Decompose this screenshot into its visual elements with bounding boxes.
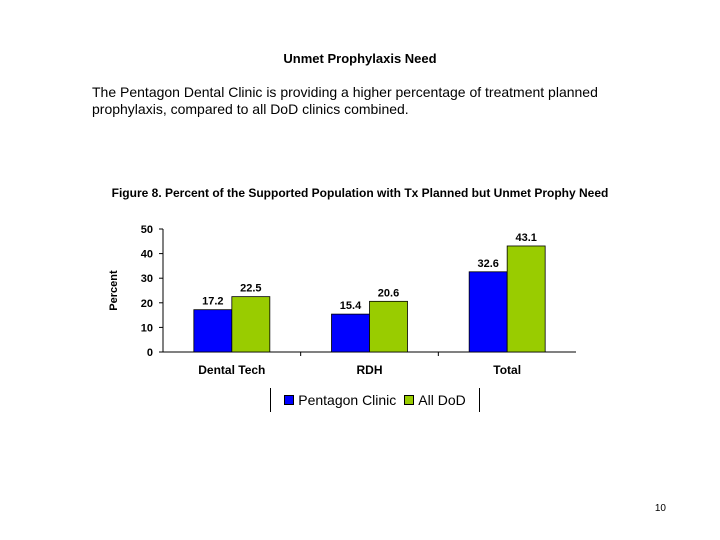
x-category-label: RDH [357,363,383,377]
slide-title: Unmet Prophylaxis Need [283,51,437,66]
x-category-label: Dental Tech [198,363,265,377]
bar-all-dod [506,245,546,353]
bar-pentagon-clinic [193,309,233,353]
page-number: 10 [654,503,666,514]
bar-pentagon-clinic [331,313,370,353]
x-category-label: Total [493,363,521,377]
bar-all-dod [231,296,271,353]
chart-title: Figure 8. Percent of the Supported Popul… [111,186,609,200]
y-tick-label: 0 [147,347,153,359]
y-tick-label: 10 [141,322,153,334]
y-tick-label: 40 [141,249,153,261]
y-tick-label: 20 [141,298,153,310]
data-label: 43.1 [515,232,536,244]
legend-swatch-pentagon [284,395,295,405]
y-tick-label: 30 [141,273,153,285]
legend-item-all-dod: All DoD [404,392,466,408]
slide-body-text: The Pentagon Dental Clinic is providing … [92,84,598,117]
data-label: 22.5 [240,283,261,295]
y-tick-label: 50 [141,224,153,236]
bar-all-dod [369,300,408,353]
y-axis-label: Percent [108,270,120,311]
data-label: 20.6 [378,287,399,299]
data-label: 17.2 [202,296,223,308]
data-label: 15.4 [340,300,362,312]
legend-label-all-dod: All DoD [418,392,466,408]
legend-label-pentagon: Pentagon Clinic [298,392,397,408]
bar-pentagon-clinic [468,271,508,353]
data-label: 32.6 [477,258,498,270]
chart-legend: Pentagon Clinic All DoD [270,388,480,412]
legend-item-pentagon: Pentagon Clinic [284,392,396,408]
legend-swatch-all-dod [404,395,415,405]
